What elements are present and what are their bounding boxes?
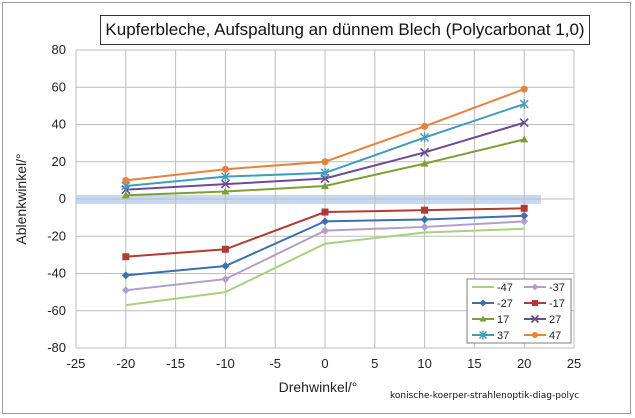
y-tick-label: 80 bbox=[52, 42, 66, 57]
y-tick-label: -60 bbox=[47, 303, 66, 318]
legend-label: 37 bbox=[497, 330, 509, 342]
x-tick-label: -15 bbox=[166, 356, 185, 371]
data-point bbox=[519, 99, 529, 110]
data-point bbox=[121, 271, 130, 280]
legend-item--17: -17 bbox=[524, 298, 565, 310]
data-point bbox=[321, 226, 329, 235]
series-17 bbox=[121, 135, 529, 199]
data-point bbox=[532, 332, 538, 338]
data-point bbox=[122, 253, 130, 261]
legend-label: -37 bbox=[549, 282, 565, 294]
data-point bbox=[531, 283, 539, 291]
data-point bbox=[221, 275, 230, 284]
data-point bbox=[420, 159, 429, 167]
data-point bbox=[320, 167, 330, 178]
data-point bbox=[220, 171, 230, 182]
data-point bbox=[520, 85, 528, 93]
y-tick-label: -40 bbox=[47, 266, 66, 281]
series-line bbox=[125, 227, 525, 307]
data-point bbox=[221, 165, 229, 173]
data-point bbox=[221, 187, 230, 195]
legend-label: 17 bbox=[497, 314, 509, 326]
data-point bbox=[519, 118, 529, 128]
x-tick-label: 10 bbox=[417, 356, 431, 371]
legend-item-47: 47 bbox=[524, 330, 561, 342]
data-point bbox=[479, 330, 487, 340]
series--37 bbox=[121, 217, 529, 295]
legend-label: -27 bbox=[497, 298, 513, 310]
x-tick-label: 20 bbox=[517, 356, 531, 371]
axes: 80 60 40 20 0 -20 -40 -60 -80-25 -20 -15 -10 -5 0 5 10 1… bbox=[47, 42, 581, 371]
x-tick-label: 0 bbox=[321, 356, 328, 371]
legend-box bbox=[466, 278, 572, 344]
data-series bbox=[121, 85, 529, 307]
data-point bbox=[221, 245, 229, 253]
data-point bbox=[530, 314, 540, 324]
x-tick-label: -25 bbox=[67, 356, 86, 371]
x-tick-label: -10 bbox=[216, 356, 235, 371]
legend-item--27: -27 bbox=[472, 298, 513, 310]
series--27 bbox=[121, 211, 529, 280]
y-tick-label: -80 bbox=[47, 340, 66, 355]
data-point bbox=[479, 299, 487, 307]
data-point bbox=[532, 300, 538, 306]
y-tick-label: 20 bbox=[52, 154, 66, 169]
x-axis-label: Drehwinkel/° bbox=[279, 379, 358, 395]
x-tick-label: 5 bbox=[371, 356, 378, 371]
legend-item--37: -37 bbox=[524, 282, 565, 294]
x-tick-label: -5 bbox=[269, 356, 281, 371]
data-point bbox=[520, 135, 529, 143]
data-point bbox=[420, 215, 429, 224]
data-point bbox=[321, 217, 329, 226]
legend-label: 47 bbox=[549, 330, 561, 342]
data-point bbox=[479, 315, 487, 322]
data-point bbox=[321, 158, 329, 166]
legend-item-37: 37 bbox=[472, 330, 509, 342]
data-point bbox=[421, 206, 429, 214]
series-37 bbox=[121, 99, 529, 191]
series--17 bbox=[122, 204, 528, 261]
data-point bbox=[420, 147, 430, 158]
legend-label: -17 bbox=[549, 298, 565, 310]
watermark-caption: konische-koerper-strahlenoptik-diag-poly… bbox=[390, 391, 580, 401]
legend-item-17: 17 bbox=[472, 314, 509, 326]
data-point bbox=[121, 286, 130, 295]
data-point bbox=[321, 181, 329, 189]
data-point bbox=[520, 204, 528, 212]
data-point bbox=[520, 211, 529, 220]
data-point bbox=[321, 208, 329, 216]
data-point bbox=[221, 262, 230, 271]
y-tick-label: 0 bbox=[59, 191, 66, 206]
data-point bbox=[220, 179, 230, 189]
data-point bbox=[420, 132, 430, 143]
y-axis-label: Ablenkwinkel/° bbox=[13, 153, 29, 244]
legend-label: -47 bbox=[497, 282, 513, 294]
data-point bbox=[520, 217, 529, 226]
y-tick-label: 60 bbox=[52, 79, 66, 94]
x-tick-label: -20 bbox=[116, 356, 135, 371]
series--47 bbox=[125, 227, 525, 307]
data-point bbox=[420, 222, 429, 231]
series-47 bbox=[122, 85, 528, 184]
x-tick-label: 25 bbox=[567, 356, 581, 371]
chart-title: Kupferbleche, Aufspaltung an dünnem Blec… bbox=[100, 15, 590, 45]
data-point bbox=[122, 176, 130, 184]
y-tick-label: 40 bbox=[52, 117, 66, 132]
data-point bbox=[421, 122, 429, 130]
x-tick-label: 15 bbox=[467, 356, 481, 371]
legend-item-27: 27 bbox=[524, 314, 561, 326]
y-tick-label: -20 bbox=[47, 228, 66, 243]
legend: -47 -37 -27 -17 17 27 37 47 bbox=[466, 278, 572, 344]
legend-item--47: -47 bbox=[472, 282, 513, 294]
legend-label: 27 bbox=[549, 314, 561, 326]
data-point bbox=[121, 191, 130, 199]
